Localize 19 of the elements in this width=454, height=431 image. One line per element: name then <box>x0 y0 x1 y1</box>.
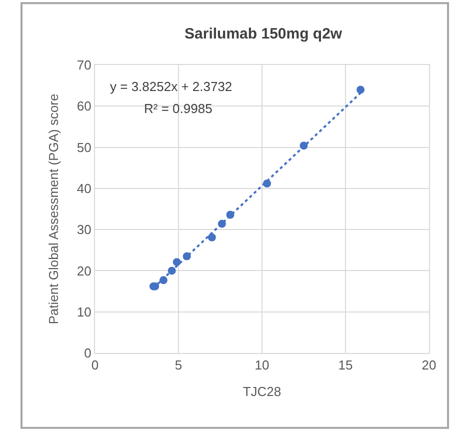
annotation: y = 3.8252x + 2.3732 <box>110 79 232 94</box>
y-tick-label: 40 <box>76 180 92 196</box>
x-axis-title: TJC28 <box>242 384 282 400</box>
y-tick-label: 10 <box>76 304 92 320</box>
y-tick-label: 30 <box>76 222 92 238</box>
x-tick-label: 10 <box>254 358 270 373</box>
x-tick-label: 15 <box>338 358 353 373</box>
y-tick-label: 60 <box>76 98 92 114</box>
point <box>356 86 365 94</box>
point <box>208 233 216 242</box>
y-tick-label: 0 <box>84 346 92 361</box>
x-tick-label: 5 <box>174 358 182 373</box>
y-tick-label: 50 <box>76 140 92 155</box>
y-tick-label: 20 <box>76 263 92 278</box>
annotation: R² = 0.9985 <box>144 101 212 116</box>
chart-title: Sarilumab 150mg q2w <box>184 26 342 43</box>
x-tick-label: 20 <box>422 358 436 373</box>
y-tick-label: 70 <box>76 58 92 73</box>
y-axis-title: Patient Global Assessment (PGA) score <box>46 94 61 324</box>
